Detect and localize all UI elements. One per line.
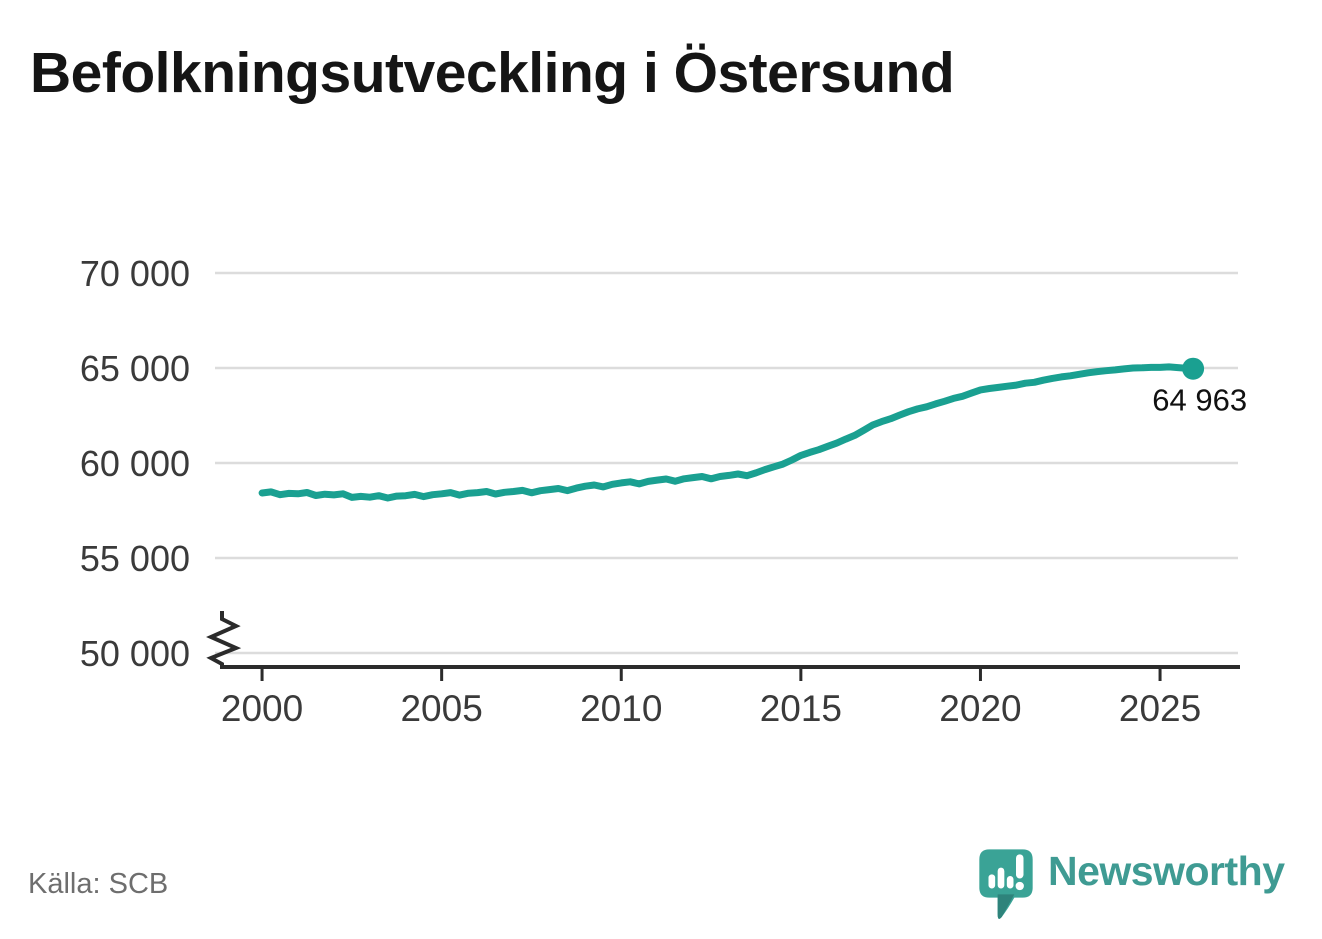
y-tick-label: 65 000 xyxy=(80,348,190,389)
source-note: Källa: SCB xyxy=(28,868,169,900)
axis-break-icon xyxy=(206,611,242,668)
newsworthy-wordmark: Newsworthy xyxy=(1048,848,1285,894)
y-tick-label: 70 000 xyxy=(80,253,190,294)
x-tick-label: 2010 xyxy=(580,688,662,729)
y-tick-label: 50 000 xyxy=(80,633,190,674)
endpoint-value-label: 64 963 xyxy=(1152,383,1247,418)
x-tick-label: 2000 xyxy=(221,688,303,729)
y-tick-label: 60 000 xyxy=(80,443,190,484)
newsworthy-logo-icon xyxy=(979,849,1033,919)
x-tick-label: 2015 xyxy=(760,688,842,729)
newsworthy-logo: Newsworthy xyxy=(976,843,1285,929)
x-tick-label: 2020 xyxy=(939,688,1021,729)
x-tick-label: 2025 xyxy=(1119,688,1201,729)
x-tick-label: 2005 xyxy=(400,688,482,729)
population-endpoint-dot xyxy=(1182,357,1205,380)
chart-title: Befolkningsutveckling i Östersund xyxy=(30,41,955,105)
population-line xyxy=(258,363,1197,502)
y-tick-label: 55 000 xyxy=(80,538,190,579)
